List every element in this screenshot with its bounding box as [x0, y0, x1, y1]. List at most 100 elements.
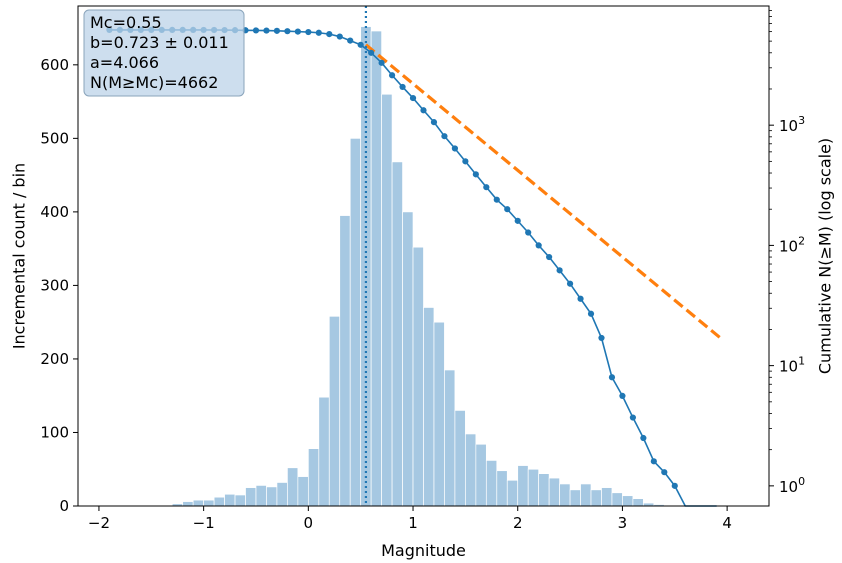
- cumulative-point: [629, 414, 636, 421]
- histogram-bar: [590, 489, 602, 507]
- histogram-bar: [370, 30, 382, 507]
- plot-frame: [77, 5, 770, 507]
- y-left-tick-label: 400: [40, 203, 69, 221]
- histogram-bar: [485, 460, 498, 507]
- histogram-bar: [622, 495, 634, 507]
- cumulative-point: [535, 242, 542, 249]
- x-tick-label: −1: [193, 514, 215, 532]
- cumulative-point: [451, 145, 459, 152]
- x-axis-label: Magnitude: [381, 541, 466, 560]
- cumulative-point: [441, 133, 448, 140]
- cumulative-point: [546, 253, 553, 261]
- fit-line: [364, 43, 723, 341]
- y-right-tick-label: 102: [779, 234, 805, 255]
- histogram-bar: [276, 482, 288, 507]
- cumulative-point: [556, 267, 563, 274]
- histogram-bar: [517, 465, 529, 507]
- histogram-bar: [423, 307, 435, 507]
- histogram-bar: [203, 499, 215, 507]
- histogram-bar: [454, 410, 466, 507]
- histogram-bar: [255, 485, 267, 507]
- cumulative-point: [514, 217, 521, 224]
- cumulative-point: [619, 392, 626, 400]
- histogram-bars: [171, 26, 728, 507]
- x-tick-label: 3: [618, 514, 628, 532]
- cumulative-point: [472, 171, 479, 178]
- histogram-bar: [611, 492, 623, 507]
- stats-box-background: [83, 9, 245, 97]
- cumulative-point: [294, 28, 301, 35]
- cumulative-point: [566, 280, 574, 287]
- histogram-bar: [548, 477, 560, 507]
- cumulative-point: [598, 334, 605, 342]
- y-right-tick-label: 101: [779, 355, 805, 376]
- cumulative-point: [525, 229, 532, 236]
- histogram-bar: [182, 501, 194, 507]
- histogram-bar: [245, 487, 257, 507]
- y-left-tick-label: 200: [40, 350, 69, 368]
- stat-b-value: b=0.723 ± 0.011: [90, 33, 229, 52]
- histogram-bar: [307, 448, 320, 507]
- cumulative-point: [252, 27, 260, 34]
- cumulative-point: [462, 158, 469, 165]
- cumulative-point: [640, 434, 647, 442]
- cumulative-point: [671, 482, 678, 489]
- stat-n-count: N(M≥Mc)=4662: [90, 73, 218, 92]
- histogram-bar: [601, 487, 613, 507]
- cumulative-point: [273, 27, 281, 34]
- histogram-bar: [569, 489, 581, 507]
- histogram-bar: [402, 211, 414, 507]
- histogram-bar: [559, 483, 571, 507]
- cumulative-point: [357, 41, 364, 48]
- x-tick-label: −2: [88, 514, 110, 532]
- x-tick-label: 0: [304, 514, 314, 532]
- cumulative-point: [326, 31, 333, 38]
- cumulative-point: [305, 28, 312, 36]
- cumulative-point: [483, 184, 490, 191]
- histogram-bar: [328, 315, 341, 507]
- histogram-bar: [506, 479, 519, 507]
- histogram-bar: [475, 443, 487, 507]
- cumulative-point: [409, 94, 417, 102]
- histogram-bar: [349, 138, 362, 507]
- cumulative-point: [378, 59, 385, 66]
- cumulative-point: [388, 72, 396, 79]
- y-right-axis-label: Cumulative N(≥M) (log scale): [816, 138, 835, 374]
- x-axis-ticks: −2 −1 0 1 2 3 4: [88, 506, 732, 532]
- stat-a-value: a=4.066: [90, 53, 159, 72]
- cumulative-point: [650, 458, 657, 465]
- histogram-bar: [297, 476, 309, 507]
- histogram-bar: [433, 321, 445, 507]
- histogram-bar: [287, 467, 299, 507]
- y-left-axis-ticks: 0 100 200 300 400 500 600: [40, 56, 78, 515]
- x-tick-label: 2: [513, 514, 523, 532]
- cumulative-point: [263, 27, 270, 34]
- histogram-bar: [224, 493, 236, 507]
- histogram-bar: [266, 486, 278, 507]
- y-left-tick-label: 100: [40, 423, 69, 441]
- histogram-bar: [213, 496, 225, 507]
- histogram-bar: [192, 499, 204, 507]
- histogram-bar: [318, 396, 330, 507]
- cumulative-point: [493, 196, 500, 203]
- histogram-bar: [527, 468, 540, 507]
- cumulative-point: [504, 206, 511, 213]
- histogram-bar: [538, 473, 550, 507]
- stat-mc: Mc=0.55: [90, 13, 162, 32]
- histogram-bar: [465, 433, 477, 507]
- y-right-axis-ticks: 100 101 102 103: [769, 10, 805, 496]
- cumulative-point: [368, 49, 375, 56]
- cumulative-point: [608, 374, 616, 381]
- fit-line-group: [364, 43, 723, 341]
- y-left-tick-label: 500: [40, 129, 69, 147]
- y-left-tick-label: 600: [40, 56, 69, 74]
- cumulative-point: [420, 107, 427, 114]
- cumulative-point: [430, 119, 438, 126]
- histogram-bar: [391, 161, 403, 507]
- x-tick-label: 1: [408, 514, 418, 532]
- histogram-bar: [580, 483, 592, 507]
- y-left-tick-label: 0: [59, 497, 69, 515]
- cumulative-point: [587, 310, 595, 317]
- y-left-axis-label: Incremental count / bin: [10, 163, 29, 349]
- histogram-bar: [381, 93, 393, 507]
